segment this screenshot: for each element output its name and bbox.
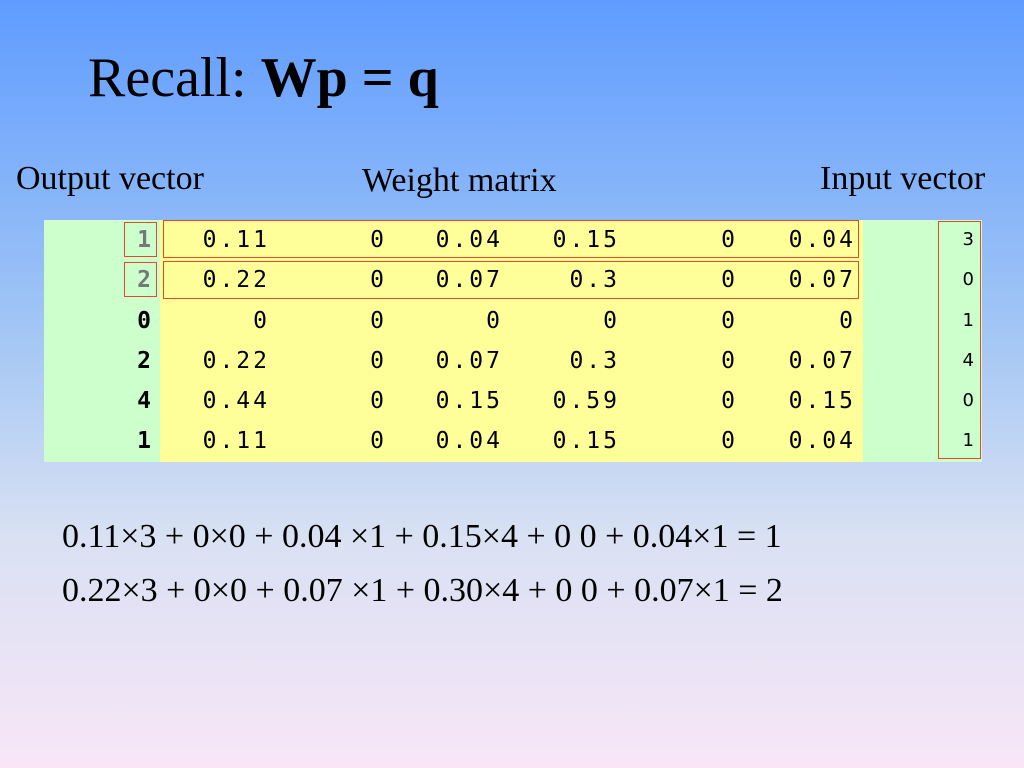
weight-row: 0.22 0 0.07 0.3 0 0.07: [160, 260, 863, 300]
weight-cell: 0.59: [552, 388, 620, 414]
weight-cell: 0: [370, 267, 387, 293]
input-vector-panel: 3 0 1 4 0 1: [863, 220, 982, 462]
weight-matrix-label: Weight matrix: [362, 162, 557, 199]
weight-cell: 0.3: [569, 267, 620, 293]
input-value: 4: [962, 350, 974, 371]
output-row: 1: [44, 220, 160, 260]
input-row: 4: [863, 341, 982, 381]
weight-cell: 0.07: [788, 267, 856, 293]
equation-line: 0.22×3 + 0×0 + 0.07 ×1 + 0.30×4 + 0 0 + …: [62, 572, 783, 609]
equation-line: 0.11×3 + 0×0 + 0.04 ×1 + 0.15×4 + 0 0 + …: [62, 518, 782, 555]
weight-cell: 0.3: [569, 348, 620, 374]
weight-cell: 0.07: [435, 267, 503, 293]
weight-cell: 0.15: [435, 388, 503, 414]
weight-cell: 0.04: [435, 428, 503, 454]
weight-cell: 0.07: [788, 348, 856, 374]
input-highlight-box: [938, 221, 981, 459]
weight-row: 0.22 0 0.07 0.3 0 0.07: [160, 341, 863, 381]
weight-cell: 0.44: [202, 388, 270, 414]
input-value: 0: [962, 269, 974, 290]
weight-cell: 0: [370, 308, 387, 334]
weight-cell: 0: [721, 388, 738, 414]
weight-cell: 0: [486, 308, 503, 334]
output-highlight-box: [124, 222, 157, 257]
slide-title: Recall: Wp = q: [88, 46, 439, 110]
output-row: 2: [44, 341, 160, 381]
weight-cell: 0: [721, 428, 738, 454]
weight-cell: 0.22: [202, 267, 270, 293]
weight-cell: 0: [839, 308, 856, 334]
output-row: 0: [44, 301, 160, 341]
output-vector-panel: 1 2 0 2 4 1: [44, 220, 160, 462]
weight-cell: 0: [370, 388, 387, 414]
weight-cell: 0: [721, 227, 738, 253]
weight-cell: 0.04: [788, 227, 856, 253]
input-value: 1: [962, 430, 974, 451]
weight-matrix-panel: 0.11 0 0.04 0.15 0 0.04 0.22 0 0.07 0.3 0 0.07 0 0 0 0 0…: [160, 220, 863, 462]
weight-cell: 0: [253, 308, 270, 334]
weight-cell: 0.22: [202, 348, 270, 374]
weight-cell: 0.11: [202, 227, 270, 253]
weight-cell: 0: [721, 267, 738, 293]
title-prefix: Recall:: [88, 47, 261, 109]
title-formula: Wp = q: [260, 47, 439, 109]
input-value: 0: [962, 390, 974, 411]
output-highlight-box: [124, 262, 157, 297]
weight-cell: 0.04: [788, 428, 856, 454]
output-value: 1: [137, 428, 154, 454]
input-value: 1: [962, 310, 974, 331]
output-value: 1: [137, 227, 154, 253]
input-row: 3: [863, 220, 982, 260]
output-vector-label: Output vector: [16, 160, 204, 197]
output-value: 2: [137, 267, 154, 293]
input-vector-label: Input vector: [820, 160, 986, 197]
output-value: 4: [137, 388, 154, 414]
input-row: 0: [863, 381, 982, 421]
weight-row-highlight-box: [163, 220, 859, 258]
weight-row: 0.44 0 0.15 0.59 0 0.15: [160, 381, 863, 421]
input-row: 1: [863, 301, 982, 341]
weight-cell: 0: [721, 308, 738, 334]
input-row: 1: [863, 421, 982, 461]
input-row: 0: [863, 260, 982, 300]
weight-cell: 0: [370, 227, 387, 253]
output-value: 2: [137, 348, 154, 374]
weight-row: 0 0 0 0 0 0: [160, 301, 863, 341]
weight-row: 0.11 0 0.04 0.15 0 0.04: [160, 421, 863, 461]
weight-row-highlight-box: [163, 261, 859, 299]
weight-row: 0.11 0 0.04 0.15 0 0.04: [160, 220, 863, 260]
weight-cell: 0: [370, 428, 387, 454]
weight-cell: 0.07: [435, 348, 503, 374]
input-value: 3: [962, 229, 974, 250]
output-row: 1: [44, 421, 160, 461]
weight-cell: 0.11: [202, 428, 270, 454]
weight-cell: 0: [603, 308, 620, 334]
output-value: 0: [137, 308, 154, 334]
output-row: 2: [44, 260, 160, 300]
weight-cell: 0.15: [552, 428, 620, 454]
weight-cell: 0: [721, 348, 738, 374]
weight-cell: 0.04: [435, 227, 503, 253]
output-row: 4: [44, 381, 160, 421]
weight-cell: 0.15: [552, 227, 620, 253]
weight-cell: 0: [370, 348, 387, 374]
weight-cell: 0.15: [788, 388, 856, 414]
